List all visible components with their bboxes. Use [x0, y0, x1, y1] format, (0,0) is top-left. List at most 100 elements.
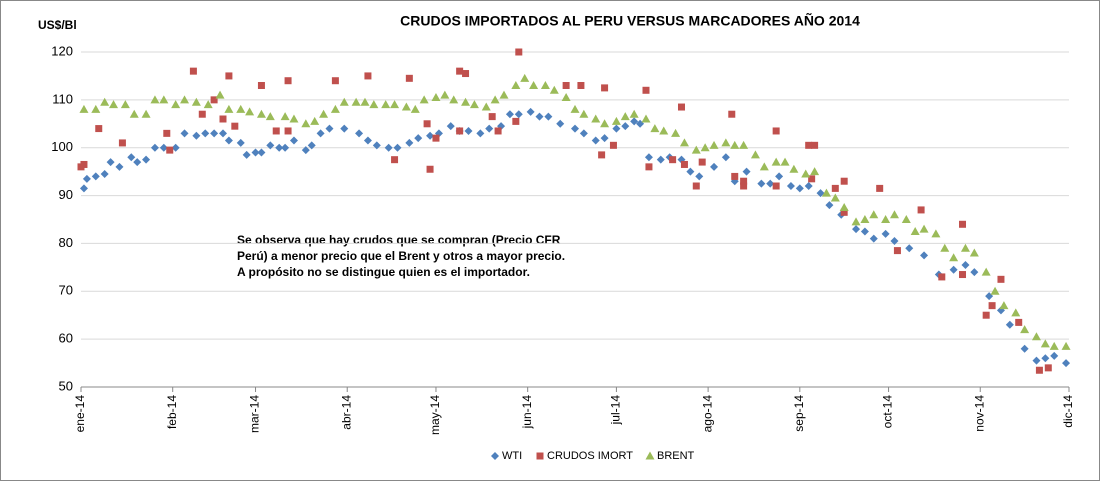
- point: [982, 311, 990, 319]
- point: [1050, 351, 1059, 360]
- point: [307, 141, 316, 150]
- point: [275, 143, 284, 152]
- point: [811, 141, 819, 149]
- point: [301, 119, 311, 128]
- point: [960, 243, 970, 252]
- point: [830, 193, 840, 202]
- point: [215, 90, 225, 99]
- point: [384, 143, 393, 152]
- point: [159, 95, 169, 104]
- point: [469, 100, 479, 109]
- point: [171, 100, 181, 109]
- point: [91, 104, 101, 113]
- point: [698, 158, 706, 166]
- point: [251, 148, 260, 157]
- point: [831, 184, 839, 192]
- point: [876, 184, 884, 192]
- point: [284, 127, 292, 135]
- point: [340, 124, 349, 133]
- point: [562, 82, 570, 89]
- point: [759, 162, 769, 171]
- point: [1040, 339, 1050, 348]
- point: [695, 172, 704, 181]
- y-axis-label: US$/Bl: [38, 18, 77, 32]
- point: [529, 81, 539, 89]
- y-tick-label: 100: [51, 139, 73, 154]
- point: [511, 81, 521, 89]
- point: [129, 109, 139, 118]
- point: [612, 124, 621, 133]
- legend-label: BRENT: [657, 450, 695, 462]
- legend-marker: [491, 452, 499, 460]
- point: [369, 100, 379, 109]
- point: [79, 104, 89, 113]
- y-tick-label: 50: [59, 378, 73, 393]
- point: [109, 100, 119, 109]
- chart-title: CRUDOS IMPORTADOS AL PERU VERSUS MARCADO…: [400, 12, 860, 29]
- point: [224, 104, 234, 113]
- point: [1020, 344, 1029, 353]
- point: [118, 139, 126, 147]
- point: [544, 112, 553, 121]
- point: [710, 162, 719, 171]
- point: [520, 73, 530, 82]
- point: [289, 114, 299, 123]
- point: [731, 172, 739, 180]
- point: [461, 97, 471, 106]
- point: [686, 167, 695, 176]
- point: [540, 81, 550, 89]
- point: [970, 268, 979, 277]
- point: [257, 148, 266, 157]
- point: [679, 138, 689, 147]
- point: [166, 146, 174, 154]
- point: [405, 74, 413, 82]
- point: [549, 85, 559, 94]
- point: [171, 143, 180, 152]
- point: [257, 82, 265, 89]
- point: [591, 114, 601, 123]
- point: [106, 158, 115, 167]
- point: [426, 165, 434, 173]
- point: [1020, 325, 1030, 334]
- point: [512, 117, 520, 125]
- point: [464, 126, 473, 135]
- point: [331, 77, 339, 85]
- point: [330, 104, 340, 113]
- x-tick-label: ene-14: [73, 395, 87, 433]
- point: [677, 103, 685, 111]
- point: [961, 260, 970, 269]
- point: [449, 95, 459, 104]
- point: [391, 156, 399, 164]
- point: [789, 164, 799, 173]
- point: [490, 95, 500, 104]
- point: [1015, 318, 1023, 326]
- point: [91, 172, 100, 181]
- point: [79, 184, 88, 193]
- point: [869, 234, 878, 243]
- point: [100, 170, 109, 179]
- point: [192, 131, 201, 140]
- point: [1032, 356, 1041, 365]
- point: [494, 127, 502, 135]
- point: [997, 275, 1005, 283]
- point: [284, 77, 292, 85]
- point: [642, 86, 650, 94]
- point: [709, 140, 719, 149]
- point: [82, 174, 91, 183]
- point: [325, 124, 334, 133]
- point: [839, 203, 849, 212]
- point: [272, 127, 280, 135]
- point: [780, 157, 790, 166]
- x-tick-label: jul-14: [609, 395, 623, 426]
- point: [700, 143, 710, 152]
- point: [740, 182, 748, 190]
- point: [598, 151, 606, 159]
- x-tick-label: dic-14: [1061, 395, 1075, 428]
- y-tick-label: 70: [59, 283, 73, 298]
- point: [805, 141, 813, 149]
- point: [456, 67, 464, 75]
- point: [669, 156, 677, 164]
- point: [159, 143, 168, 152]
- point: [739, 140, 749, 149]
